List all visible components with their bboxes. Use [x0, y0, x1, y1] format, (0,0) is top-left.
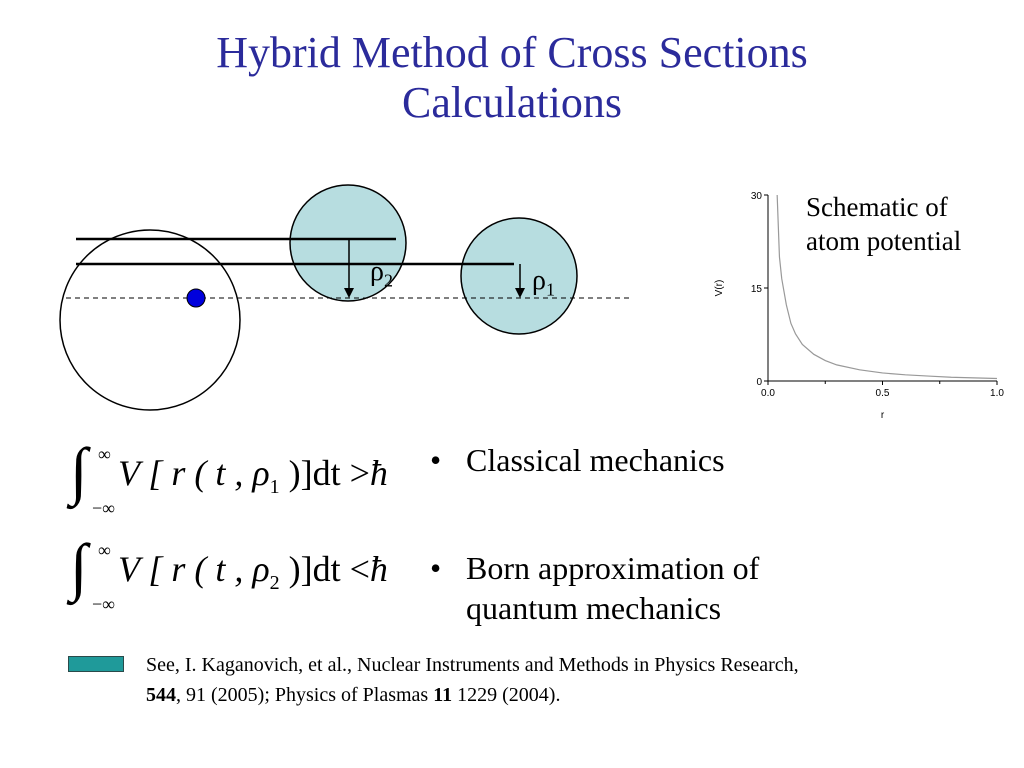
chart-caption-line-1: Schematic of: [806, 192, 948, 222]
equation-body: V [ r ( t , ρ1 )]dt >ħ: [118, 452, 388, 499]
equation-rho: ρ: [252, 453, 270, 493]
reference-citation: See, I. Kaganovich, et al., Nuclear Inst…: [146, 650, 799, 710]
equation-rho: ρ: [252, 549, 270, 589]
chart-caption: Schematic of atom potential: [806, 190, 961, 258]
equation-post: )]dt >: [279, 453, 370, 493]
integral-upper-limit: ∞: [98, 444, 111, 464]
reference-mid: , 91 (2005); Physics of Plasmas: [176, 684, 434, 706]
integral-lower-limit: −∞: [92, 594, 115, 614]
x-tick-label: 0.5: [876, 388, 890, 399]
equation-pre: V [ r ( t ,: [118, 453, 253, 493]
reference-volume-2: 11: [433, 684, 453, 706]
hbar-symbol: ħ: [369, 453, 388, 493]
x-tick-label: 0.0: [761, 388, 775, 399]
rho2-label: ρ2: [370, 256, 393, 292]
bullet-text-line-1: Born approximation of: [466, 550, 760, 586]
nucleus-dot: [186, 288, 206, 308]
rho1-subscript: 1: [545, 279, 555, 300]
bullet-dot: •: [430, 550, 442, 586]
y-tick-label: 30: [751, 191, 763, 202]
potential-chart: 0 15 30 0.0 0.5 1.0 r V(r): [714, 191, 1004, 421]
target-atom-circle: [59, 229, 241, 411]
reference-marker-box: [68, 656, 124, 672]
bullet-dot: •: [430, 442, 442, 478]
rho2-symbol: ρ: [370, 256, 384, 287]
hbar-symbol: ħ: [369, 549, 388, 589]
reference-volume-1: 544: [146, 684, 176, 706]
equation-body: V [ r ( t , ρ2 )]dt <ħ: [118, 548, 388, 595]
bullet-text-line-2: quantum mechanics: [466, 590, 722, 626]
arrow-head-rho1: [515, 288, 525, 298]
chart-caption-line-2: atom potential: [806, 226, 962, 256]
integral-sign: ∫: [70, 435, 88, 506]
equation-post: )]dt <: [279, 549, 370, 589]
slide-title: Hybrid Method of Cross Sections Calculat…: [0, 28, 1024, 128]
projectile-circle-rho1: [460, 217, 578, 335]
integral-lower-limit: −∞: [92, 498, 115, 518]
x-tick-label: 1.0: [990, 388, 1004, 399]
integral-upper-limit: ∞: [98, 540, 111, 560]
equation-rho-subscript: 1: [269, 476, 280, 499]
arrow-head-rho2: [344, 288, 354, 298]
equation-pre: V [ r ( t ,: [118, 549, 253, 589]
title-line-2: Calculations: [402, 78, 622, 127]
rho1-label: ρ1: [532, 265, 555, 301]
x-axis-label: r: [881, 410, 885, 421]
reference-end: 1229 (2004).: [452, 684, 561, 706]
potential-curve: [776, 194, 998, 380]
y-axis-label: V(r): [714, 280, 725, 297]
title-line-1: Hybrid Method of Cross Sections: [216, 28, 808, 77]
scattering-diagram: [59, 184, 630, 411]
reference-line-1: See, I. Kaganovich, et al., Nuclear Inst…: [146, 654, 799, 676]
integral-sign: ∫: [70, 531, 88, 602]
rho1-symbol: ρ: [532, 265, 546, 296]
bullet-text: Classical mechanics: [466, 442, 725, 478]
rho2-subscript: 2: [383, 270, 393, 291]
y-tick-label: 0: [756, 377, 762, 388]
projectile-circle-rho2: [289, 184, 407, 302]
equation-rho-subscript: 2: [269, 572, 280, 595]
y-tick-label: 15: [751, 284, 763, 295]
reference-line-2: 544, 91 (2005); Physics of Plasmas 11 12…: [146, 680, 799, 710]
